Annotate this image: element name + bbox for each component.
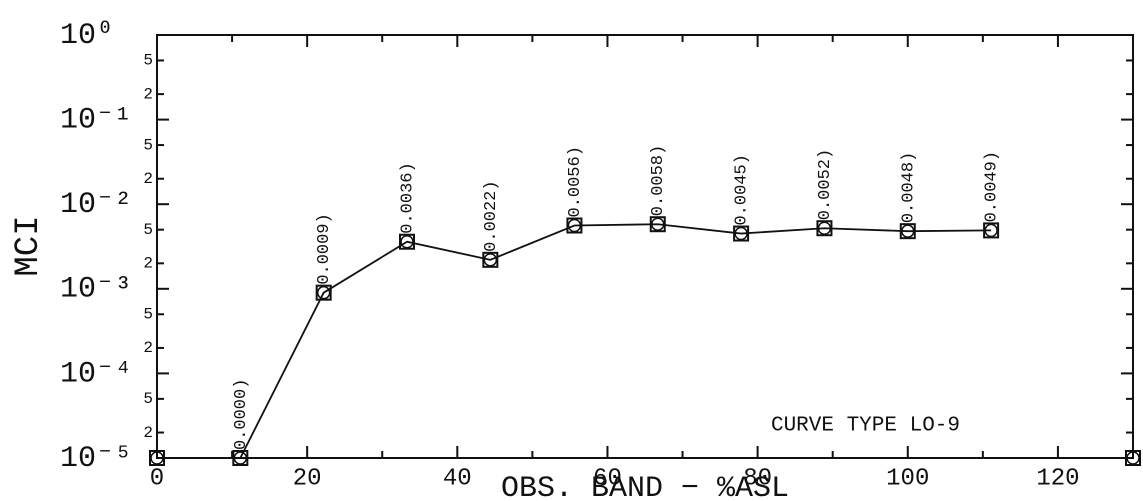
data-label: 0.0049) (983, 151, 1002, 222)
y-minor-label: 5 (143, 52, 153, 70)
y-tick-label: 10⁻⁴ (60, 357, 132, 391)
marker (399, 233, 416, 250)
marker-circle (651, 217, 665, 231)
y-tick-label: 10⁻⁵ (60, 442, 132, 476)
marker (649, 216, 666, 233)
marker (232, 450, 249, 466)
x-tick-label: 20 (293, 465, 322, 492)
x-tick-label: 120 (1036, 465, 1079, 492)
marker-circle (984, 223, 998, 238)
y-minor-label: 5 (143, 390, 153, 408)
x-tick-label: 0 (150, 465, 164, 492)
marker-circle (734, 226, 748, 241)
marker-circle (901, 224, 915, 238)
marker (983, 222, 1000, 239)
data-label: 0.0045) (733, 154, 752, 225)
y-tick-label: 10⁻² (60, 188, 132, 222)
data-label: 0.0009) (315, 213, 334, 284)
data-label: 0.0000) (232, 379, 251, 450)
x-tick-label: 100 (886, 465, 929, 492)
marker (733, 225, 750, 242)
data-label: 0.0036) (398, 162, 417, 233)
y-axis-label: MCI (10, 215, 48, 276)
y-minor-label: 5 (143, 136, 153, 154)
y-minor-label: 5 (143, 221, 153, 239)
y-minor-label: 2 (143, 170, 153, 188)
x-tick-label: 40 (443, 465, 472, 492)
x-tick-label: 60 (593, 465, 622, 492)
marker-circle (400, 234, 414, 249)
marker (899, 223, 916, 240)
marker-circle (150, 451, 164, 465)
plot-frame (156, 34, 1134, 459)
marker-circle (483, 253, 498, 267)
data-label: 0.0022) (482, 180, 501, 251)
y-minor-label: 5 (143, 305, 153, 323)
marker (1125, 450, 1141, 466)
marker-circle (316, 285, 331, 300)
y-minor-label: 2 (143, 255, 153, 273)
marker (315, 284, 332, 301)
marker (149, 450, 165, 466)
annotation: CURVE TYPE LO-9 (771, 415, 960, 438)
y-minor-label: 2 (143, 424, 153, 442)
data-label: 0.0052) (816, 149, 835, 220)
marker (482, 251, 499, 268)
data-label: 0.0048) (899, 152, 918, 223)
x-tick-label: 80 (743, 465, 772, 492)
y-minor-label: 2 (143, 339, 153, 357)
marker-circle (817, 221, 832, 235)
data-label: 0.0058) (649, 145, 668, 216)
y-minor-label: 2 (143, 85, 153, 103)
marker (566, 217, 583, 234)
marker (816, 220, 833, 237)
line (239, 223, 992, 459)
marker-circle (567, 218, 582, 233)
y-tick-label: 10⁰ (60, 19, 114, 53)
data-label: 0.0056) (566, 146, 585, 217)
y-tick-label: 10⁻³ (60, 273, 132, 307)
y-tick-label: 10⁻¹ (60, 104, 132, 138)
x-axis-label: OBS. BAND − %ASL (501, 472, 789, 501)
marker-circle (1126, 451, 1140, 465)
marker-circle (233, 451, 248, 465)
